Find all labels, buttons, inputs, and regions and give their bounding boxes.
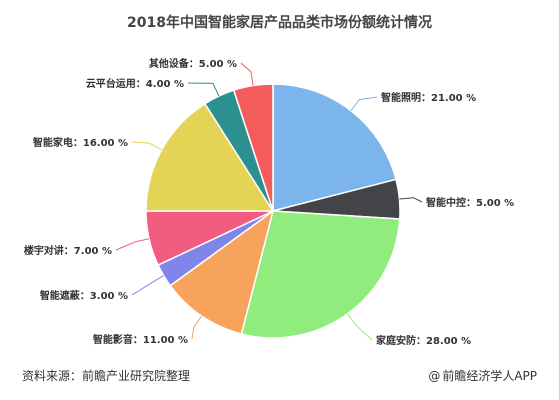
slice-label-6: 楼宇对讲：7.00 % bbox=[24, 244, 112, 257]
pie-slice-9 bbox=[232, 83, 274, 212]
slice-label-4: 智能影音：11.00 % bbox=[93, 333, 188, 346]
slice-connector-1 bbox=[350, 96, 378, 112]
publisher-credit: @ 前瞻经济学人APP bbox=[428, 367, 537, 384]
slice-connector-2 bbox=[399, 197, 423, 203]
slice-label-7: 智能家电：16.00 % bbox=[33, 136, 128, 149]
chart-title: 2018年中国智能家居产品品类市场份额统计情况 bbox=[127, 15, 432, 31]
slice-connector-6 bbox=[115, 238, 150, 251]
pie-slice-7 bbox=[145, 102, 275, 212]
slice-connector-3 bbox=[347, 313, 373, 341]
publisher-credit-text: 前瞻经济学人APP bbox=[442, 369, 537, 383]
slice-label-2: 智能中控：5.00 % bbox=[426, 196, 514, 209]
slice-connector-9 bbox=[240, 62, 254, 86]
at-icon: @ bbox=[428, 369, 441, 383]
data-source-note: 资料来源：前瞻产业研究院整理 bbox=[22, 369, 191, 383]
slice-connector-5 bbox=[131, 275, 164, 296]
slice-label-1: 智能照明：21.00 % bbox=[381, 91, 476, 104]
slice-label-5: 智能遮蔽：3.00 % bbox=[40, 289, 128, 302]
slice-connector-7 bbox=[131, 141, 162, 151]
slice-label-9: 其他设备：5.00 % bbox=[149, 57, 237, 70]
slice-connector-8 bbox=[187, 82, 220, 97]
slice-connector-4 bbox=[191, 315, 203, 340]
slice-label-8: 云平台运用：4.00 % bbox=[86, 77, 184, 90]
slice-label-3: 家庭安防：28.00 % bbox=[376, 334, 471, 347]
